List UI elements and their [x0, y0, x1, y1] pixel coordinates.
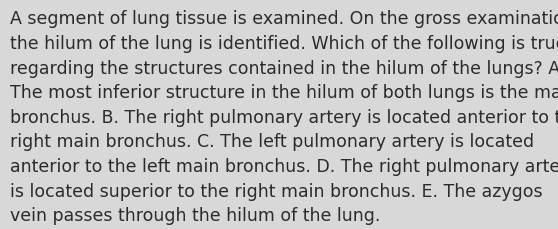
Text: regarding the structures contained in the hilum of the lungs? A.: regarding the structures contained in th… — [10, 59, 558, 77]
Text: vein passes through the hilum of the lung.: vein passes through the hilum of the lun… — [10, 206, 381, 224]
Text: is located superior to the right main bronchus. E. The azygos: is located superior to the right main br… — [10, 182, 543, 200]
Text: anterior to the left main bronchus. D. The right pulmonary artery: anterior to the left main bronchus. D. T… — [10, 157, 558, 175]
Text: right main bronchus. C. The left pulmonary artery is located: right main bronchus. C. The left pulmona… — [10, 133, 534, 151]
Text: the hilum of the lung is identified. Which of the following is true: the hilum of the lung is identified. Whi… — [10, 35, 558, 53]
Text: A segment of lung tissue is examined. On the gross examination,: A segment of lung tissue is examined. On… — [10, 10, 558, 28]
Text: bronchus. B. The right pulmonary artery is located anterior to the: bronchus. B. The right pulmonary artery … — [10, 108, 558, 126]
Text: The most inferior structure in the hilum of both lungs is the main: The most inferior structure in the hilum… — [10, 84, 558, 102]
